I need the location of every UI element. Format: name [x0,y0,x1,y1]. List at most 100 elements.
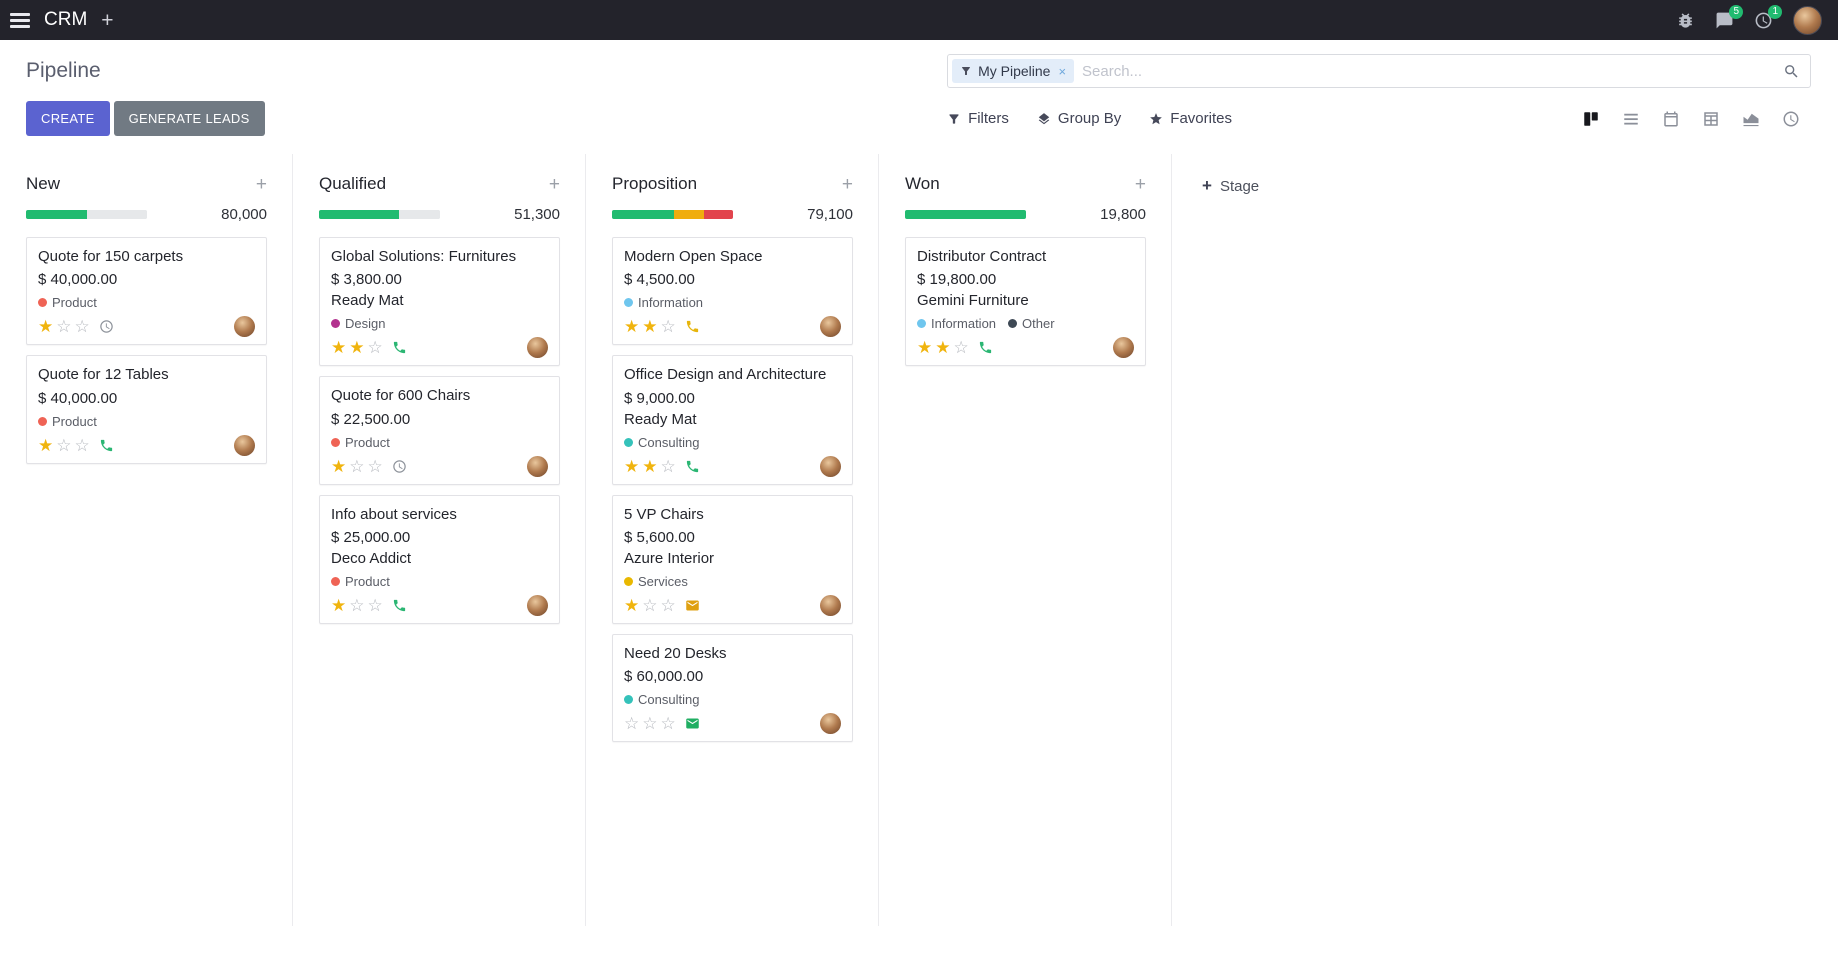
star-empty-icon[interactable]: ☆ [367,456,383,476]
clock-activity-icon[interactable] [392,459,407,474]
star-filled-icon[interactable]: ★ [917,338,933,358]
star-empty-icon[interactable]: ☆ [349,595,365,615]
star-empty-icon[interactable]: ☆ [367,338,383,358]
star-empty-icon[interactable]: ☆ [74,435,90,455]
group-by-button[interactable]: Group By [1037,110,1121,127]
topbar-plus-icon[interactable]: + [101,8,114,32]
kanban-card[interactable]: Office Design and Architecture $ 9,000.0… [612,355,853,485]
list-view-icon[interactable] [1611,103,1651,135]
star-filled-icon[interactable]: ★ [642,317,658,337]
kanban-card[interactable]: Quote for 600 Chairs $ 22,500.00 Product… [319,376,560,485]
column-quick-add-icon[interactable]: + [1134,173,1146,195]
kanban-view-icon[interactable] [1571,103,1611,135]
progress-segment-muted[interactable] [398,210,440,219]
search-facet[interactable]: My Pipeline × [952,59,1075,83]
search-icon[interactable] [1783,63,1800,80]
search-input[interactable] [1082,62,1775,80]
kanban-card[interactable]: Modern Open Space $ 4,500.00 Information… [612,237,853,346]
star-empty-icon[interactable]: ☆ [56,435,72,455]
phone-activity-icon[interactable] [392,340,407,355]
avatar[interactable] [820,455,841,477]
star-empty-icon[interactable]: ☆ [642,714,658,733]
star-empty-icon[interactable]: ☆ [660,456,676,476]
column-quick-add-icon[interactable]: + [548,173,560,195]
star-empty-icon[interactable]: ☆ [349,456,365,476]
avatar[interactable] [234,434,255,456]
favorites-button[interactable]: Favorites [1149,110,1232,127]
clock-activity-icon[interactable] [99,319,114,334]
column-cards: Quote for 150 carpets $ 40,000.00 Produc… [26,237,267,464]
kanban-board: New + 80,000 Quote for 150 carpets $ 40,… [0,154,1838,926]
add-stage-button[interactable]: + Stage [1202,176,1259,196]
envelope-activity-icon[interactable] [685,598,700,613]
kanban-card[interactable]: Global Solutions: Furnitures $ 3,800.00 … [319,237,560,367]
star-filled-icon[interactable]: ★ [935,338,951,358]
debug-bug-icon[interactable] [1676,11,1695,30]
star-empty-icon[interactable]: ☆ [660,317,676,337]
star-filled-icon[interactable]: ★ [624,595,640,615]
search-bar[interactable]: My Pipeline × [947,54,1811,88]
kanban-card[interactable]: 5 VP Chairs $ 5,600.00 Azure Interior Se… [612,494,853,624]
star-empty-icon[interactable]: ☆ [367,595,383,615]
phone-activity-icon[interactable] [978,340,993,355]
star-empty-icon[interactable]: ☆ [624,714,640,733]
activities-clock-icon[interactable]: 1 [1754,4,1782,30]
star-filled-icon[interactable]: ★ [642,456,658,476]
avatar[interactable] [820,316,841,338]
progress-segment-muted[interactable] [86,210,147,219]
star-filled-icon[interactable]: ★ [624,456,640,476]
star-empty-icon[interactable]: ☆ [660,595,676,615]
star-filled-icon[interactable]: ★ [331,456,347,476]
star-filled-icon[interactable]: ★ [331,338,347,358]
star-filled-icon[interactable]: ★ [38,317,54,337]
calendar-view-icon[interactable] [1651,103,1691,135]
progress-segment-success[interactable] [612,210,674,219]
kanban-card[interactable]: Need 20 Desks $ 60,000.00 Consulting ☆ ☆ ☆ [612,633,853,742]
star-empty-icon[interactable]: ☆ [642,595,658,615]
column-quick-add-icon[interactable]: + [255,173,267,195]
progress-segment-danger[interactable] [703,210,733,219]
phone-activity-icon[interactable] [392,598,407,613]
create-button[interactable]: CREATE [26,101,110,136]
column-quick-add-icon[interactable]: + [841,173,853,195]
filters-button[interactable]: Filters [947,110,1009,127]
star-filled-icon[interactable]: ★ [624,317,640,337]
generate-leads-button[interactable]: GENERATE LEADS [113,101,265,136]
star-empty-icon[interactable]: ☆ [56,317,72,337]
activity-view-icon[interactable] [1771,103,1811,135]
phone-activity-icon[interactable] [685,459,700,474]
control-panel: Pipeline My Pipeline × CREATE GENERATE L… [0,40,1838,154]
app-name[interactable]: CRM [44,9,88,30]
avatar[interactable] [527,455,548,477]
avatar[interactable] [234,316,255,338]
avatar[interactable] [527,337,548,359]
kanban-card[interactable]: Distributor Contract $ 19,800.00 Gemini … [905,237,1146,367]
remove-facet-icon[interactable]: × [1058,63,1067,79]
pivot-view-icon[interactable] [1691,103,1731,135]
envelope-activity-icon[interactable] [685,716,700,731]
messages-icon[interactable]: 5 [1715,4,1743,30]
progress-segment-success[interactable] [26,210,87,219]
star-empty-icon[interactable]: ☆ [660,714,676,733]
apps-menu-icon[interactable] [10,12,30,28]
graph-view-icon[interactable] [1731,103,1771,135]
avatar[interactable] [820,713,841,734]
kanban-card[interactable]: Info about services $ 25,000.00 Deco Add… [319,494,560,624]
progress-segment-success[interactable] [905,210,1026,219]
kanban-card[interactable]: Quote for 12 Tables $ 40,000.00 Product … [26,355,267,464]
star-filled-icon[interactable]: ★ [349,338,365,358]
user-avatar[interactable] [1793,5,1822,35]
star-filled-icon[interactable]: ★ [38,435,54,455]
card-priority-stars: ★ ☆ ☆ [331,458,383,475]
progress-segment-warning[interactable] [673,210,704,219]
star-empty-icon[interactable]: ☆ [953,338,969,358]
phone-activity-icon[interactable] [685,319,700,334]
progress-segment-success[interactable] [319,210,399,219]
avatar[interactable] [1113,337,1134,359]
kanban-card[interactable]: Quote for 150 carpets $ 40,000.00 Produc… [26,237,267,346]
avatar[interactable] [820,594,841,616]
avatar[interactable] [527,594,548,616]
star-filled-icon[interactable]: ★ [331,595,347,615]
phone-activity-icon[interactable] [99,438,114,453]
star-empty-icon[interactable]: ☆ [74,317,90,337]
